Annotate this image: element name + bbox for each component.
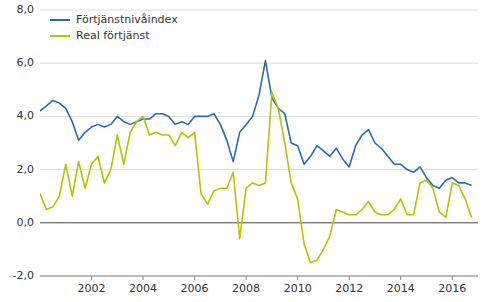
x-tick: [91, 276, 92, 280]
legend-swatch: [50, 19, 70, 21]
legend-label: Real förtjänst: [76, 29, 150, 42]
x-tick-label: 2010: [284, 282, 312, 295]
y-axis: -2,0 0,0 2,0 4,0 6,0 8,0: [13, 3, 34, 282]
legend-swatch: [50, 35, 70, 37]
x-tick-label: 2006: [181, 282, 209, 295]
x-tick: [452, 276, 453, 280]
y-grid: [40, 10, 478, 276]
x-tick-label: 2016: [438, 282, 466, 295]
y-tick-label: 0,0: [17, 216, 35, 229]
chart: -2,00,02,04,06,08,0200220042006200820102…: [0, 0, 492, 302]
x-tick-label: 2004: [129, 282, 157, 295]
grid-line: [40, 169, 478, 170]
y-tick-label: 2,0: [17, 163, 35, 176]
x-tick-label: 2008: [232, 282, 260, 295]
zero-line: [40, 222, 478, 223]
grid-line: [40, 10, 478, 11]
series-line: [40, 61, 472, 189]
legend: Förtjänstnivåindex Real förtjänst: [50, 13, 178, 42]
y-tick-label: -2,0: [13, 269, 34, 282]
y-tick-label: 8,0: [17, 3, 35, 16]
x-tick: [246, 276, 247, 280]
grid-line: [40, 222, 478, 223]
x-tick: [297, 276, 298, 280]
x-axis: 2002 2004 2006 2008 2010 2012 2014 2016: [40, 276, 478, 295]
lines: [40, 61, 472, 263]
x-tick-label: 2012: [335, 282, 363, 295]
x-tick: [194, 276, 195, 280]
grid-line: [40, 63, 478, 64]
y-tick-label: 4,0: [17, 109, 35, 122]
x-tick-label: 2002: [78, 282, 106, 295]
y-tick-label: 6,0: [17, 56, 35, 69]
x-tick: [143, 276, 144, 280]
x-tick: [349, 276, 350, 280]
x-tick: [400, 276, 401, 280]
grid-line: [40, 116, 478, 117]
legend-label: Förtjänstnivåindex: [76, 13, 178, 26]
grid-line: [40, 276, 478, 277]
x-tick-label: 2014: [387, 282, 415, 295]
x-axis-line: [40, 276, 478, 277]
series-line: [40, 92, 472, 262]
